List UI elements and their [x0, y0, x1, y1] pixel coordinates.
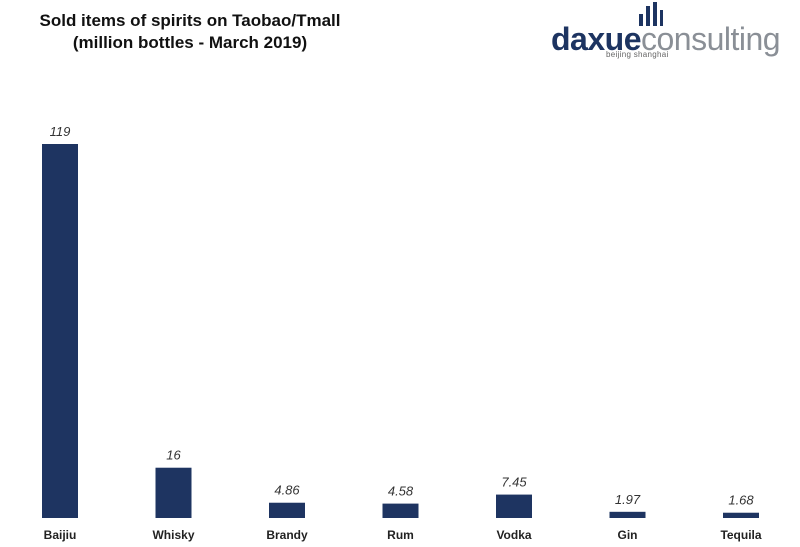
category-label-gin: Gin [618, 528, 638, 542]
bar-whisky [155, 467, 192, 518]
bar-tequila [723, 512, 759, 518]
category-label-brandy: Brandy [266, 528, 308, 542]
bar-chart-icon [639, 2, 663, 26]
chart-title-line1: Sold items of spirits on Taobao/Tmall [39, 11, 341, 30]
category-label-baijiu: Baijiu [44, 528, 77, 542]
logo-wordmark: daxueconsulting [551, 21, 781, 57]
category-label-rum: Rum [387, 528, 414, 542]
logo-text-consulting: consulting [640, 21, 781, 57]
value-label-vodka: 7.45 [501, 475, 527, 490]
value-label-tequila: 1.68 [728, 493, 754, 508]
value-label-brandy: 4.86 [274, 483, 300, 498]
category-label-tequila: Tequila [720, 528, 761, 542]
category-label-vodka: Vodka [496, 528, 531, 542]
bar-vodka [496, 494, 532, 518]
chart-title: Sold items of spirits on Taobao/Tmall (m… [0, 10, 380, 54]
logo-text-daxue: daxue [551, 21, 641, 57]
chart-title-line2: (million bottles - March 2019) [72, 33, 308, 52]
bar-brandy [269, 502, 305, 518]
bar-baijiu [42, 144, 78, 518]
value-label-baijiu: 119 [50, 124, 71, 139]
daxue-consulting-logo: daxueconsulting beijing shanghai [549, 2, 799, 62]
value-label-gin: 1.97 [615, 492, 641, 507]
bar-gin [609, 511, 646, 518]
value-label-rum: 4.58 [388, 484, 414, 499]
value-label-whisky: 16 [166, 448, 181, 463]
category-label-whisky: Whisky [152, 528, 194, 542]
logo-tagline: beijing shanghai [606, 50, 669, 59]
bar-rum [382, 503, 419, 518]
